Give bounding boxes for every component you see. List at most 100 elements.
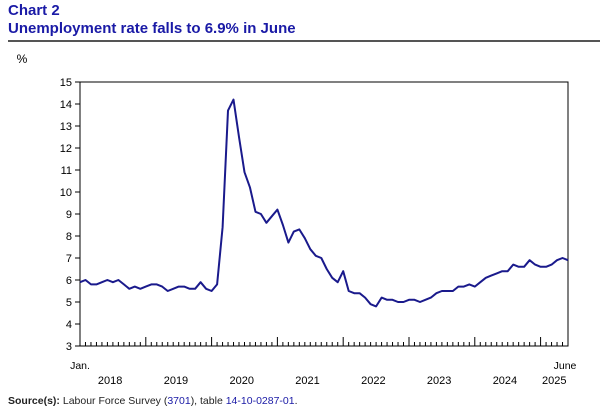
data-point <box>216 283 218 285</box>
data-point <box>347 290 349 292</box>
data-point <box>424 299 426 301</box>
data-point <box>485 277 487 279</box>
source-label: Source(s): <box>8 395 60 407</box>
data-point <box>402 301 404 303</box>
data-point <box>101 281 103 283</box>
data-point <box>293 230 295 232</box>
data-point <box>172 288 174 290</box>
data-point <box>435 292 437 294</box>
data-point <box>528 259 530 261</box>
data-point <box>221 226 223 228</box>
data-point <box>490 274 492 276</box>
data-point <box>358 292 360 294</box>
data-point <box>276 208 278 210</box>
y-tick-label: 13 <box>60 121 72 133</box>
data-point <box>134 285 136 287</box>
data-point <box>397 301 399 303</box>
data-point <box>452 290 454 292</box>
data-point <box>243 171 245 173</box>
source-text-before: Labour Force Survey ( <box>62 395 168 407</box>
data-point <box>567 259 569 261</box>
data-point <box>419 301 421 303</box>
data-point <box>210 290 212 292</box>
data-point <box>331 277 333 279</box>
source-text-mid: ), table <box>190 395 226 407</box>
data-point <box>550 263 552 265</box>
data-point <box>337 281 339 283</box>
header-divider <box>8 40 600 42</box>
x-year-label: 2019 <box>164 375 188 387</box>
y-tick-label: 9 <box>66 209 72 221</box>
data-point <box>194 288 196 290</box>
data-point <box>430 296 432 298</box>
data-point <box>199 281 201 283</box>
data-point <box>391 299 393 301</box>
plot-area-frame <box>79 81 569 347</box>
data-point <box>413 299 415 301</box>
data-point <box>282 224 284 226</box>
data-point <box>145 285 147 287</box>
data-point <box>84 279 86 281</box>
y-tick-label: 15 <box>60 77 72 89</box>
data-point <box>506 270 508 272</box>
data-point <box>446 290 448 292</box>
data-point <box>315 255 317 257</box>
data-point <box>183 285 185 287</box>
data-point <box>167 290 169 292</box>
data-point <box>326 268 328 270</box>
data-point <box>249 186 251 188</box>
data-point <box>90 283 92 285</box>
data-point <box>95 283 97 285</box>
data-point <box>128 288 130 290</box>
y-tick-label: 6 <box>66 275 72 287</box>
data-point <box>375 305 377 307</box>
source-note: Source(s): Labour Force Survey (3701), t… <box>8 395 298 407</box>
chart-number: Chart 2 <box>8 2 60 19</box>
data-point <box>463 285 465 287</box>
y-tick-label: 7 <box>66 253 72 265</box>
y-tick-label: 12 <box>60 143 72 155</box>
data-point <box>386 299 388 301</box>
data-point <box>539 266 541 268</box>
x-year-label: 2022 <box>361 375 385 387</box>
data-point <box>501 270 503 272</box>
data-point <box>309 248 311 250</box>
data-point <box>545 266 547 268</box>
data-point <box>342 270 344 272</box>
data-point <box>139 288 141 290</box>
table-link[interactable]: 14-10-0287-01 <box>225 395 295 407</box>
y-axis-label: % <box>17 52 28 66</box>
y-tick-label: 10 <box>60 187 72 199</box>
data-point <box>512 263 514 265</box>
data-point <box>112 281 114 283</box>
source-text-after: . <box>294 395 298 407</box>
data-point <box>556 259 558 261</box>
data-point <box>408 299 410 301</box>
x-year-label: 2020 <box>230 375 254 387</box>
data-point <box>188 288 190 290</box>
data-point <box>561 257 563 259</box>
data-point <box>260 213 262 215</box>
data-point <box>353 292 355 294</box>
data-point <box>304 237 306 239</box>
data-point <box>517 266 519 268</box>
y-tick-label: 3 <box>66 341 72 353</box>
y-tick-label: 5 <box>66 297 72 309</box>
survey-link[interactable]: 3701 <box>167 395 191 407</box>
data-point <box>271 215 273 217</box>
x-year-label: 2018 <box>98 375 122 387</box>
data-point <box>205 288 207 290</box>
data-point <box>380 296 382 298</box>
data-point <box>156 283 158 285</box>
data-point <box>523 266 525 268</box>
y-tick-label: 4 <box>66 319 72 331</box>
data-point <box>265 222 267 224</box>
data-point <box>298 228 300 230</box>
x-year-label: 2021 <box>295 375 319 387</box>
x-year-label: 2023 <box>427 375 451 387</box>
data-point <box>238 136 240 138</box>
data-point <box>106 279 108 281</box>
data-point <box>496 272 498 274</box>
data-point <box>320 257 322 259</box>
